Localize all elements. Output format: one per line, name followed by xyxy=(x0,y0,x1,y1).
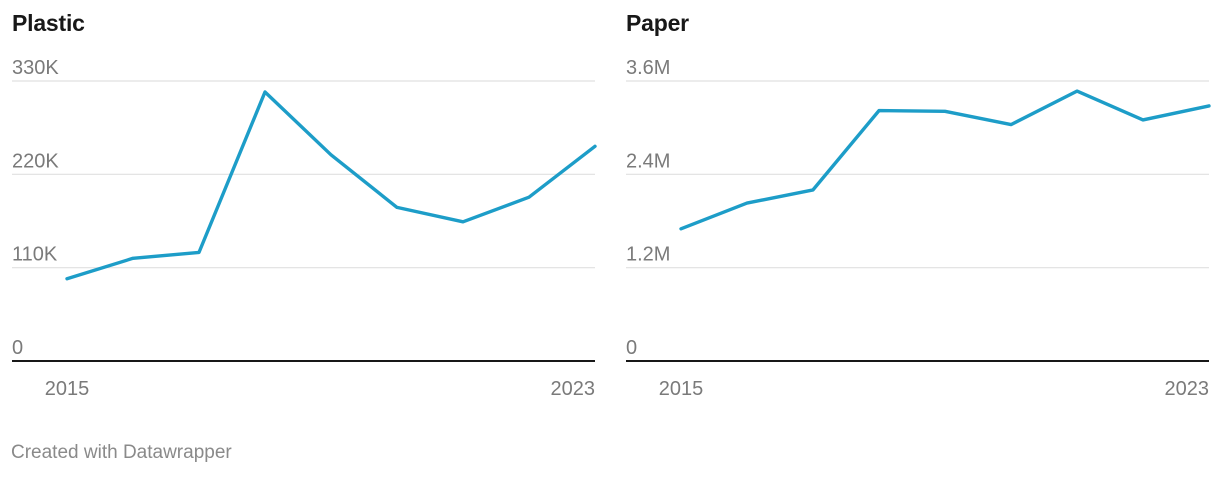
y-tick-label: 3.6M xyxy=(626,57,670,79)
y-tick-label: 220K xyxy=(12,150,59,172)
y-tick-label: 0 xyxy=(626,337,637,359)
x-tick-label: 2023 xyxy=(551,378,596,400)
chart-panel-paper: Paper 0 1.2M 2.4M 3.6M 2015 2023 xyxy=(614,0,1214,410)
line-chart-paper: 0 1.2M 2.4M 3.6M 2015 2023 xyxy=(626,57,1211,400)
y-tick-label: 1.2M xyxy=(626,244,670,266)
y-tick-label: 2.4M xyxy=(626,150,670,172)
chart-panel-plastic: Plastic 0 110K 220K 330K 2015 2023 xyxy=(0,0,600,410)
chart-title: Paper xyxy=(626,10,689,36)
chart-title: Plastic xyxy=(12,10,85,36)
series-line xyxy=(65,90,597,281)
x-tick-label: 2023 xyxy=(1165,378,1210,400)
x-tick-label: 2015 xyxy=(659,378,704,400)
line-chart-plastic: 0 110K 220K 330K 2015 2023 xyxy=(12,57,597,400)
footer-credit: Created with Datawrapper xyxy=(11,442,232,463)
x-tick-label: 2015 xyxy=(45,378,90,400)
y-tick-label: 0 xyxy=(12,337,23,359)
y-tick-label: 330K xyxy=(12,57,59,79)
y-tick-label: 110K xyxy=(12,244,58,266)
series-line xyxy=(679,89,1211,231)
